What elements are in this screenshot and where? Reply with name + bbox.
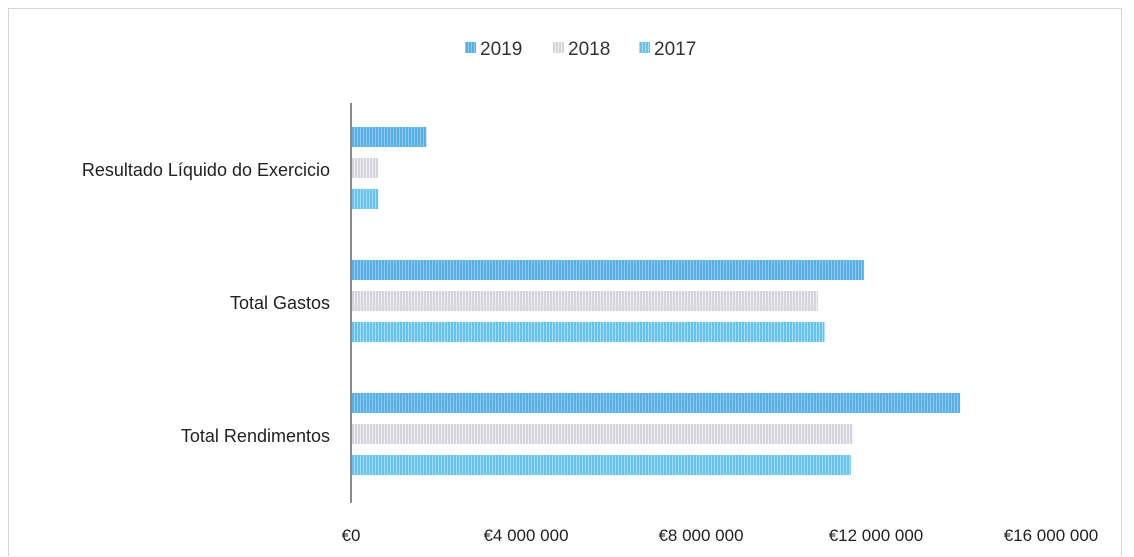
legend: 2019 2018 2017 bbox=[465, 39, 696, 60]
bar-resultado-liquido-do-exercicio-2019 bbox=[352, 127, 427, 147]
legend-swatch-2017 bbox=[639, 42, 650, 53]
bar-total-rendimentos-2019 bbox=[352, 393, 961, 413]
category-label-total-gastos: Total Gastos bbox=[230, 293, 330, 313]
legend-label-2019: 2019 bbox=[480, 39, 522, 60]
x-tick-labels: €0 €4 000 000 €8 000 000 €12 000 000 €16 000… bbox=[342, 526, 1099, 545]
bar-resultado-liquido-do-exercicio-2018 bbox=[352, 158, 379, 178]
x-tick-label: €12 000 000 bbox=[829, 526, 924, 545]
legend-label-2018: 2018 bbox=[568, 39, 610, 60]
x-tick-label: €8 000 000 bbox=[658, 526, 743, 545]
bar-resultado-liquido-do-exercicio-2017 bbox=[352, 189, 379, 209]
bar-total-gastos-2018 bbox=[352, 291, 818, 311]
legend-label-2017: 2017 bbox=[654, 39, 696, 60]
bar-total-gastos-2019 bbox=[352, 260, 864, 280]
category-label-resultado-liquido-do-exercicio: Resultado Líquido do Exercicio bbox=[82, 160, 330, 180]
bar-total-rendimentos-2018 bbox=[352, 424, 853, 444]
bar-total-gastos-2017 bbox=[352, 322, 825, 342]
legend-swatch-2019 bbox=[465, 42, 476, 53]
bar-total-rendimentos-2017 bbox=[352, 455, 851, 475]
category-labels: Resultado Líquido do Exercicio Total Gast… bbox=[82, 160, 330, 446]
bars bbox=[352, 127, 961, 475]
x-tick-label: €4 000 000 bbox=[483, 526, 568, 545]
legend-swatch-2018 bbox=[553, 42, 564, 53]
chart-frame bbox=[8, 8, 1122, 556]
x-tick-label: €0 bbox=[342, 526, 361, 545]
x-tick-label: €16 000 000 bbox=[1004, 526, 1099, 545]
category-label-total-rendimentos: Total Rendimentos bbox=[181, 426, 330, 446]
